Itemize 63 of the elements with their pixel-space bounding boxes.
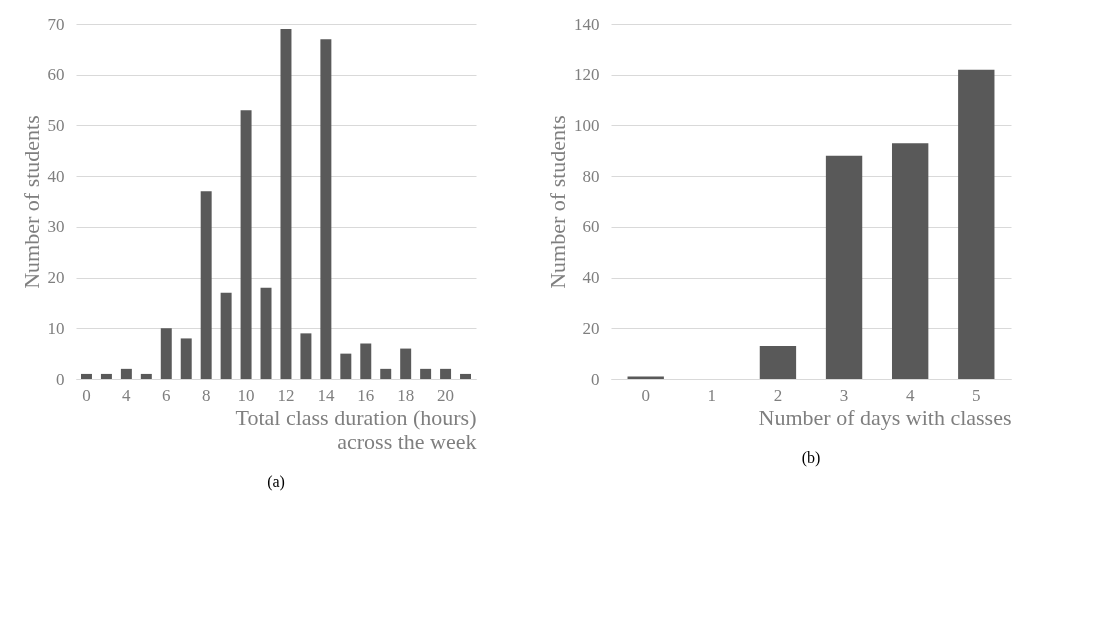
bar <box>280 29 292 379</box>
x-tick-label: 6 <box>162 385 171 405</box>
bar <box>320 39 332 379</box>
y-tick-label: 40 <box>582 268 600 288</box>
bar <box>420 368 432 379</box>
bar <box>380 368 392 379</box>
bar <box>160 328 172 379</box>
y-tick-label: 140 <box>574 14 600 34</box>
y-tick-label: 70 <box>47 14 65 34</box>
x-tick-label: 16 <box>357 385 375 405</box>
bar <box>100 373 112 379</box>
x-tick-label: 5 <box>972 385 981 405</box>
bar <box>627 376 664 379</box>
y-tick-label: 50 <box>47 115 65 135</box>
x-axis-title: Number of days with classes <box>758 404 1012 430</box>
y-tick-label: 120 <box>574 65 600 85</box>
bar <box>460 373 472 379</box>
y-tick-label: 0 <box>56 369 65 389</box>
bar <box>340 353 352 379</box>
bar <box>360 343 372 379</box>
bar <box>140 373 152 379</box>
x-tick-label: 20 <box>437 385 455 405</box>
y-tick-label: 0 <box>591 369 600 389</box>
y-tick-label: 20 <box>47 268 65 288</box>
bar <box>220 292 232 379</box>
y-tick-label: 60 <box>47 65 65 85</box>
x-tick-label: 18 <box>397 385 415 405</box>
x-tick-label: 2 <box>773 385 783 405</box>
x-tick-label: 1 <box>707 385 717 405</box>
bar <box>80 373 92 379</box>
bar <box>400 348 412 379</box>
bar <box>440 368 452 379</box>
text: (a) <box>267 473 285 491</box>
x-tick-label: 12 <box>277 385 295 405</box>
bar <box>891 143 929 379</box>
y-axis-title: Number of students <box>18 115 44 289</box>
y-tick-label: 60 <box>582 217 600 237</box>
y-tick-label: 100 <box>574 115 600 135</box>
text: (b) <box>801 449 821 467</box>
x-tick-label: 0 <box>641 385 650 405</box>
bar <box>825 155 863 379</box>
y-axis-title: Number of students <box>545 115 570 289</box>
bar <box>759 346 797 379</box>
y-tick-label: 30 <box>47 217 65 237</box>
bar <box>120 368 132 379</box>
x-tick-label: 4 <box>905 385 915 405</box>
bar <box>200 191 212 379</box>
bar <box>240 110 252 379</box>
bar <box>180 338 192 379</box>
y-tick-label: 40 <box>47 166 65 186</box>
bar <box>260 287 272 379</box>
x-tick-label: 8 <box>201 385 211 405</box>
y-tick-label: 80 <box>582 166 600 186</box>
bar <box>958 69 995 379</box>
y-tick-label: 20 <box>582 318 600 338</box>
x-tick-label: 14 <box>317 385 335 405</box>
y-tick-label: 10 <box>47 318 65 338</box>
x-tick-label: 3 <box>839 385 849 405</box>
x-tick-label: 4 <box>122 385 132 405</box>
x-tick-label: 10 <box>237 385 255 405</box>
bar <box>300 333 312 379</box>
x-axis-title: Total class duration (hours) across the week <box>235 404 477 454</box>
x-tick-label: 0 <box>82 385 91 405</box>
